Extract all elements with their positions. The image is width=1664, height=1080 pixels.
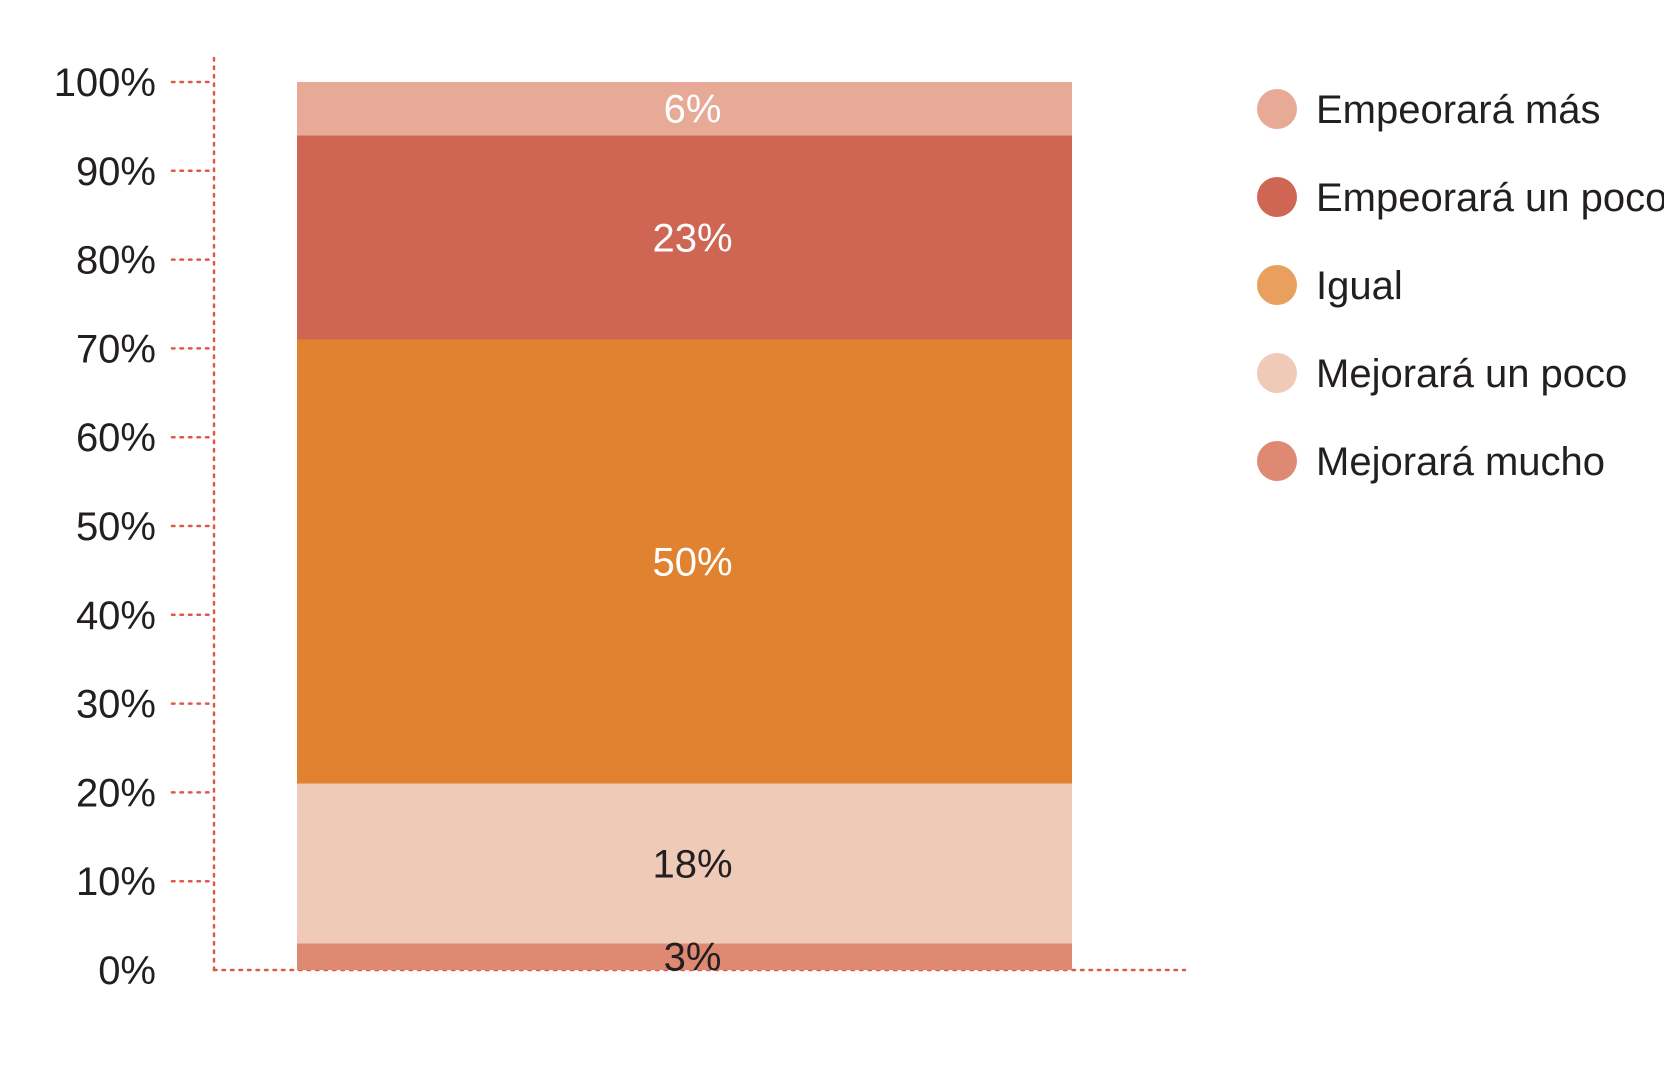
legend-label: Mejorará un poco (1316, 352, 1627, 396)
legend-swatch (1257, 441, 1297, 481)
bar-segments (297, 82, 1072, 970)
bar-segment (297, 783, 1072, 944)
y-tick-label: 0% (98, 949, 156, 993)
y-tick-label: 60% (76, 416, 156, 460)
y-tick-label: 10% (76, 860, 156, 904)
legend-swatch (1257, 353, 1297, 393)
data-label: 6% (664, 88, 722, 132)
data-label: 3% (664, 936, 722, 980)
legend-swatch (1257, 265, 1297, 305)
bar-segment (297, 339, 1072, 784)
legend-swatch (1257, 177, 1297, 217)
y-tick-label: 70% (76, 327, 156, 371)
data-label: 18% (652, 842, 732, 886)
legend: Empeorará más Empeorará un poco Igual Mejor… (1257, 88, 1664, 484)
legend-label: Mejorará mucho (1316, 440, 1605, 484)
y-tick-label: 40% (76, 594, 156, 638)
legend-label: Empeorará más (1316, 88, 1601, 132)
legend-swatch (1257, 89, 1297, 129)
y-tick-label: 50% (76, 505, 156, 549)
bar-segment (297, 943, 1072, 970)
y-tick-label: 90% (76, 150, 156, 194)
data-label: 50% (652, 541, 732, 585)
legend-label: Igual (1316, 264, 1403, 308)
y-tick-label: 20% (76, 771, 156, 815)
data-labels: 3% 18% 50% 23% 6% (652, 88, 732, 980)
data-label: 23% (652, 216, 732, 260)
y-tick-label: 100% (54, 61, 156, 105)
y-tick-label: 30% (76, 683, 156, 727)
legend-label: Empeorará un poco (1316, 176, 1664, 220)
bar-segment (297, 135, 1072, 340)
bar-segment (297, 82, 1072, 136)
axes: 0% 10% 20% 30% 40% 50% 60% 70% 80% 90% 100% (54, 56, 1187, 993)
y-tick-label: 80% (76, 239, 156, 283)
